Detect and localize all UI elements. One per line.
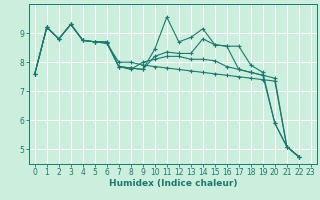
X-axis label: Humidex (Indice chaleur): Humidex (Indice chaleur) [108,179,237,188]
